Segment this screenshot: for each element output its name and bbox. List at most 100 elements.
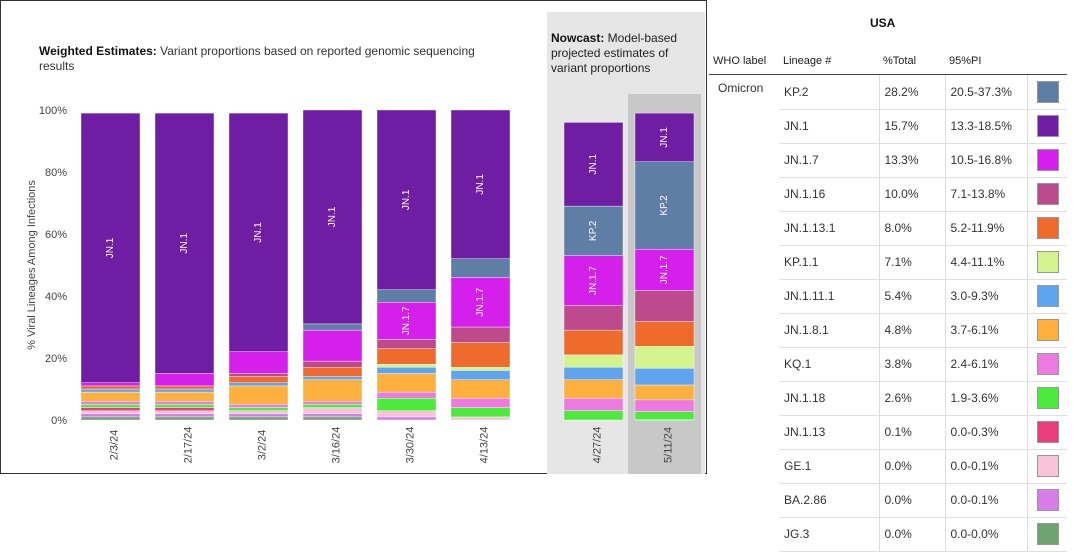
color-swatch [1036, 80, 1059, 103]
swatch-cell [1027, 109, 1067, 144]
lineage-legend-table: WHO label Lineage # %Total 95%PI Omicron… [709, 48, 1067, 552]
color-swatch [1036, 285, 1059, 307]
x-tick-label: 4/27/24 [591, 427, 603, 464]
x-tick-label: 2/3/24 [108, 430, 120, 461]
y-tick-label: 40% [45, 291, 67, 303]
pi-cell: 20.5-37.3% [945, 74, 1028, 110]
bar-segment [563, 367, 624, 380]
bar-segment [154, 416, 215, 421]
pct-total-cell: 15.7% [879, 109, 946, 144]
who-label-cell [709, 347, 779, 381]
lineage-cell: KP.2 [779, 74, 880, 110]
x-tick-label: 3/16/24 [330, 427, 342, 464]
swatch-cell [1027, 279, 1067, 314]
bar-segment [80, 385, 141, 390]
y-tick-label: 0% [51, 415, 67, 427]
color-swatch [1036, 115, 1059, 137]
bar-segment [376, 289, 437, 303]
who-label-cell [709, 143, 779, 177]
header-swatch [1027, 48, 1067, 75]
bar-data-label: JN.1 [659, 127, 670, 148]
bar-segment [228, 416, 289, 421]
legend-row: JN.1.7 13.3% 10.5-16.8% [709, 143, 1067, 178]
color-swatch [1036, 387, 1059, 409]
pi-cell: 0.0-0.1% [945, 483, 1028, 518]
bar-segment [302, 367, 363, 377]
bar-segment [80, 391, 141, 402]
bar-data-label: JN.1 [253, 222, 264, 243]
swatch-cell [1027, 381, 1067, 416]
bar-segment [302, 413, 363, 418]
x-tick-label: 3/30/24 [404, 427, 416, 464]
x-tick-label: 3/2/24 [256, 430, 268, 461]
bar-segment [228, 382, 289, 387]
bar-segment [450, 416, 511, 421]
bar-data-label: JN.1 [588, 154, 599, 175]
bar-data-label: JN.1.7 [401, 306, 412, 335]
who-label-cell [709, 483, 779, 517]
bar-segment [80, 410, 141, 415]
bar-segment [634, 346, 695, 369]
pi-cell: 3.0-9.3% [945, 279, 1028, 314]
who-label-cell [709, 245, 779, 279]
bar-segment [228, 413, 289, 418]
pct-total-cell: 4.8% [879, 313, 946, 348]
bar-data-label: JN.1.7 [475, 287, 486, 316]
who-label-cell [709, 109, 779, 143]
swatch-cell [1027, 483, 1067, 518]
bar-segment [563, 379, 624, 399]
y-axis-label: % Viral Lineages Among Infections [26, 180, 38, 350]
color-swatch [1036, 251, 1059, 273]
pi-cell: 10.5-16.8% [945, 143, 1028, 178]
bar-segment [302, 407, 363, 415]
pi-cell: 3.7-6.1% [945, 313, 1028, 348]
bar-data-label: JN.1 [179, 233, 190, 254]
bar-segment [450, 407, 511, 418]
header-lineage: Lineage # [779, 48, 879, 75]
swatch-cell [1027, 245, 1067, 280]
bar-segment [563, 354, 624, 368]
legend-row: JN.1.8.1 4.8% 3.7-6.1% [709, 313, 1067, 348]
weighted-title-bold: Weighted Estimates: [39, 44, 157, 58]
color-swatch [1036, 217, 1059, 239]
pi-cell: 2.4-6.1% [945, 347, 1028, 382]
bar-data-label: JN.1 [475, 174, 486, 195]
bar-segment [80, 388, 141, 393]
bar-segment [228, 373, 289, 377]
bar-segment [302, 401, 363, 405]
bar-segment [376, 416, 437, 421]
legend-row: JN.1.11.1 5.4% 3.0-9.3% [709, 279, 1067, 314]
bar-segment [154, 373, 215, 387]
x-tick-label: 4/13/24 [478, 427, 490, 464]
header-pct-total: %Total [879, 48, 945, 75]
bar-segment [302, 379, 363, 402]
pct-total-cell: 10.0% [879, 177, 946, 212]
bar-segment [450, 326, 511, 343]
pct-total-cell: 8.0% [879, 211, 946, 246]
bar-data-label: KP.2 [588, 220, 599, 241]
bar-segment [80, 401, 141, 405]
lineage-cell: JN.1.13 [779, 415, 880, 450]
y-tick-label: 100% [39, 105, 67, 117]
bar-segment [228, 385, 289, 405]
pct-total-cell: 0.1% [879, 415, 946, 450]
swatch-cell [1027, 74, 1067, 110]
lineage-cell: KQ.1 [779, 347, 880, 382]
bar-segment [80, 416, 141, 421]
lineage-cell: JN.1 [779, 109, 880, 144]
swatch-cell [1027, 347, 1067, 382]
bar-segment [450, 342, 511, 368]
bar-segment [302, 404, 363, 408]
header-who-label: WHO label [709, 48, 779, 75]
color-swatch [1036, 489, 1059, 511]
y-tick-label: 20% [45, 353, 67, 365]
legend-row: KQ.1 3.8% 2.4-6.1% [709, 347, 1067, 382]
color-swatch [1036, 183, 1059, 205]
color-swatch [1036, 421, 1059, 443]
swatch-cell [1027, 313, 1067, 348]
bar-segment [634, 384, 695, 401]
bar-segment [450, 367, 511, 371]
color-swatch [1036, 353, 1059, 375]
bar-segment [302, 109, 363, 325]
bar-segment [634, 248, 695, 291]
